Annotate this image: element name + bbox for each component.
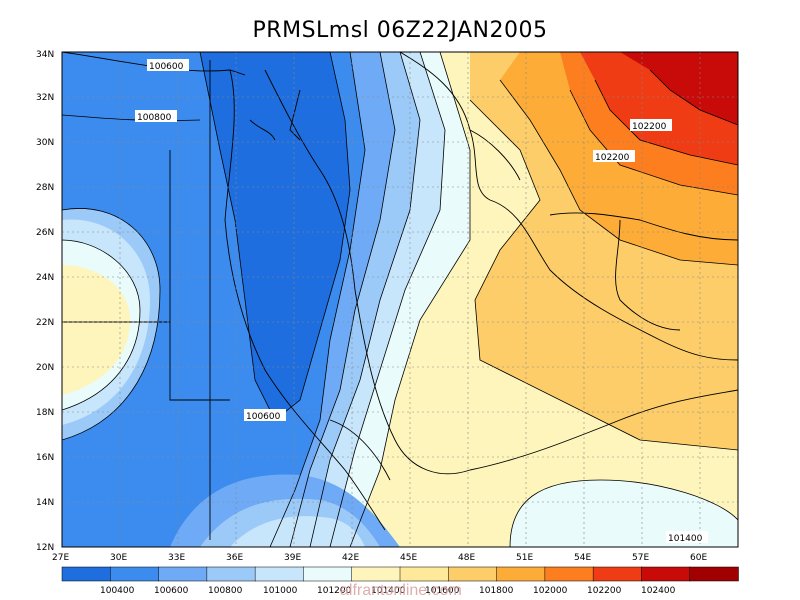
lon-tick: 57E — [632, 553, 649, 563]
contour-label-2: 100800 — [137, 113, 172, 123]
lat-tick: 22N — [36, 318, 54, 328]
lat-tick: 28N — [36, 183, 54, 193]
legend-swatch — [448, 566, 498, 582]
lat-tick: 18N — [36, 408, 54, 418]
legend-swatch — [592, 566, 643, 582]
legend-swatch — [399, 566, 450, 582]
lat-tick: 20N — [36, 363, 54, 373]
lon-tick: 48E — [458, 553, 475, 563]
legend-swatch — [61, 566, 112, 582]
legend-swatch — [206, 566, 256, 582]
lon-tick: 33E — [168, 553, 185, 563]
lon-tick: 54E — [574, 553, 591, 563]
legend-label: 102000 — [533, 586, 568, 596]
legend-label: 100400 — [100, 586, 135, 596]
lon-tick: 30E — [110, 553, 127, 563]
lat-tick: 34N — [36, 50, 54, 60]
legend-swatch — [303, 566, 353, 582]
legend-labels: 100400 100600 100800 101000 101200 10140… — [100, 586, 676, 596]
lon-axis: 27E 30E 33E 36E 39E 42E 45E 48E 51E 54E … — [52, 553, 707, 563]
legend-swatch — [689, 566, 739, 582]
lon-tick: 39E — [284, 553, 301, 563]
legend-swatch — [351, 566, 401, 582]
watermark: alfrantonline.com — [340, 582, 462, 599]
lat-tick: 32N — [36, 93, 54, 103]
pressure-fill-layer: 100600 100800 100600 102200 102200 10140… — [62, 52, 738, 547]
lon-tick: 42E — [342, 553, 359, 563]
color-legend: 100400 100600 100800 101000 101200 10140… — [61, 566, 739, 596]
contour-label-6: 101400 — [668, 534, 703, 544]
lat-tick: 26N — [36, 228, 54, 238]
map-frame — [61, 51, 739, 548]
lat-tick: 24N — [36, 273, 54, 283]
legend-label: 101000 — [263, 586, 298, 596]
legend-label: 101600 — [425, 586, 460, 596]
lat-tick: 30N — [36, 138, 54, 148]
legend-swatch — [544, 566, 594, 582]
legend-label: 101200 — [317, 586, 352, 596]
legend-swatch — [496, 566, 546, 582]
contour-label-5: 102200 — [595, 153, 630, 163]
legend-swatch — [254, 566, 305, 582]
legend-swatch — [641, 566, 691, 582]
lat-axis: 12N 14N 16N 18N 20N 22N 24N 26N 28N 30N … — [36, 50, 54, 553]
map-title: PRMSLmsl 06Z22JAN2005 — [252, 18, 548, 43]
contour-label-1: 100600 — [149, 62, 184, 72]
lon-tick: 36E — [226, 553, 243, 563]
contour-label-3: 100600 — [246, 412, 281, 422]
legend-label: 100600 — [154, 586, 189, 596]
legend-label: 101800 — [479, 586, 514, 596]
contour-labels: 100600 100800 100600 102200 102200 10140… — [135, 59, 708, 544]
lat-tick: 12N — [36, 543, 54, 553]
legend-label: 101400 — [371, 586, 406, 596]
lon-tick: 51E — [516, 553, 533, 563]
lat-tick: 16N — [36, 453, 54, 463]
legend-label: 102400 — [641, 586, 676, 596]
legend-label: 102200 — [587, 586, 622, 596]
lon-tick: 60E — [690, 553, 707, 563]
contour-label-4: 102200 — [632, 122, 667, 132]
legend-swatch — [158, 566, 208, 582]
lat-tick: 14N — [36, 498, 54, 508]
legend-label: 100800 — [208, 586, 243, 596]
lon-tick: 45E — [400, 553, 417, 563]
legend-swatches — [61, 566, 739, 582]
lon-tick: 27E — [52, 553, 69, 563]
legend-swatch — [110, 566, 160, 582]
